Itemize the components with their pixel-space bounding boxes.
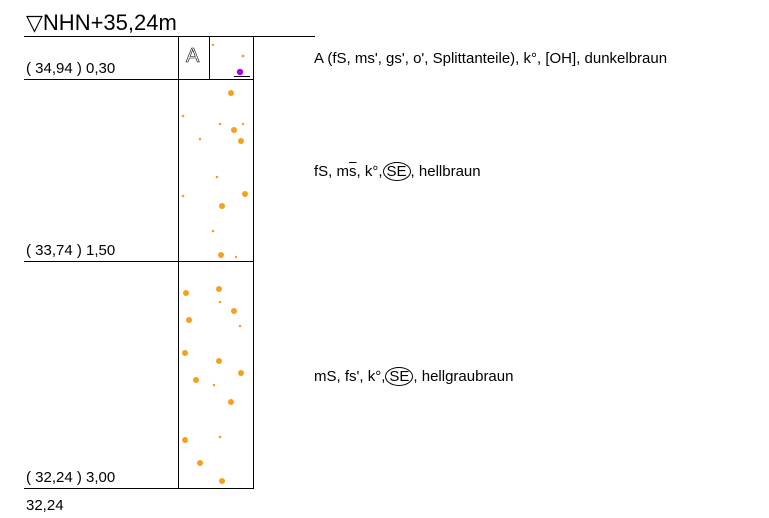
sand-grain-dot: [218, 300, 222, 304]
sand-grain-dot: [216, 286, 222, 292]
se-circle-badge: SE: [385, 367, 414, 386]
se-circle-badge: SE: [382, 162, 411, 181]
sand-grain-dot: [218, 252, 224, 258]
layer-2-description: fS, ms, k°, SE, hellbraun: [314, 162, 481, 181]
sand-grain-dot: [211, 229, 215, 233]
sand-grain-dot: [197, 460, 203, 466]
fill-symbol: A: [186, 45, 200, 67]
sand-grain-dot: [218, 435, 222, 439]
sand-grain-dot: [212, 383, 216, 387]
sand-grain-dot: [219, 478, 225, 484]
elevation-label: NHN+35,24m: [42, 10, 177, 35]
sand-grain-dot: [241, 54, 245, 58]
layer-3-description: mS, fs', k°, SE, hellgraubraun: [314, 367, 514, 386]
sand-grain-dot: [216, 358, 222, 364]
sand-grain-dot: [183, 290, 189, 296]
sand-grain-dot: [238, 138, 244, 144]
surface-elevation: ▽NHN+35,24m: [26, 10, 177, 36]
depth-label-1: ( 34,94 ) 0,30: [26, 60, 116, 77]
sand-grain-dot: [228, 399, 234, 405]
sand-grain-dot: [231, 127, 237, 133]
depth-label-2: ( 33,74 ) 1,50: [26, 242, 116, 259]
sand-grain-dot: [181, 114, 185, 118]
layer-1-description: A (fS, ms', gs', o', Splittanteile), k°,…: [314, 50, 668, 67]
sand-grain-dot: [186, 317, 192, 323]
final-depth-label: 32,24: [26, 497, 64, 514]
sand-grain-dot: [228, 90, 234, 96]
sand-grain-dot: [198, 137, 202, 141]
sand-grain-dot: [181, 194, 185, 198]
sand-grain-dot: [238, 370, 244, 376]
sand-grain-dot: [241, 122, 245, 126]
surface-triangle-icon: ▽: [26, 10, 43, 35]
sand-grain-dot: [193, 377, 199, 383]
sand-grain-dot: [182, 437, 188, 443]
sand-grain-dot: [238, 324, 242, 328]
sand-grain-dot: [182, 350, 188, 356]
sand-grain-dot: [218, 122, 222, 126]
sand-grain-dot: [215, 175, 219, 179]
sand-grain-dot: [231, 308, 237, 314]
sand-grain-dot: [234, 255, 238, 259]
sand-grain-dot: [211, 43, 215, 47]
organic-dot: [236, 68, 244, 76]
sand-grain-dot: [242, 191, 248, 197]
sand-grain-dot: [219, 203, 225, 209]
depth-label-3: ( 32,24 ) 3,00: [26, 469, 116, 486]
